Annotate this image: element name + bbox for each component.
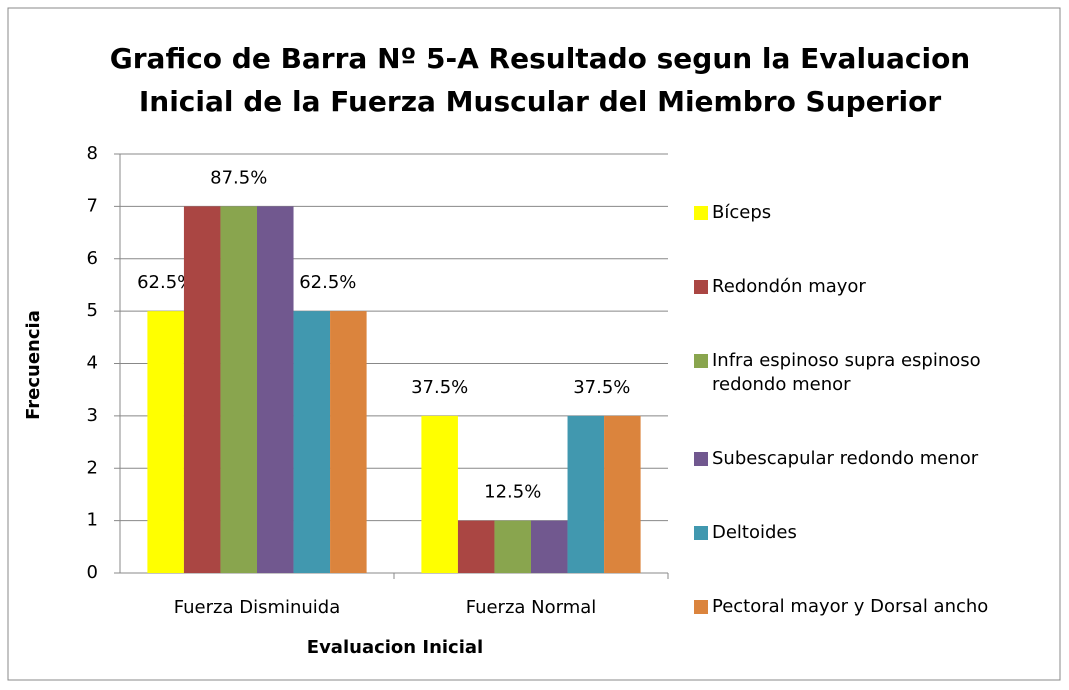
legend-item: Redondón mayor (694, 275, 1039, 299)
y-tick-label: 6 (87, 248, 98, 269)
title-line: Inicial de la Fuerza Muscular del Miembr… (139, 85, 941, 118)
y-tick-label: 8 (87, 143, 98, 164)
bar (220, 206, 257, 573)
y-tick-label: 2 (87, 457, 98, 478)
x-tick-label: Fuerza Disminuida (174, 597, 341, 618)
chart-title: Grafico de Barra Nº 5-A Resultado segun … (110, 42, 970, 118)
legend-item: Deltoides (694, 521, 1039, 545)
x-tick-label: Fuerza Normal (466, 597, 597, 618)
legend-swatch (694, 279, 708, 294)
data-label: 87.5% (210, 167, 267, 188)
legend-item: Pectoral mayor y Dorsal ancho (694, 595, 1039, 619)
legend-swatch (694, 353, 708, 368)
legend-item: Infra espinoso supra espinoso redondo me… (694, 349, 1039, 398)
y-tick-label: 5 (87, 300, 98, 321)
y-tick-label: 1 (87, 510, 98, 531)
y-axis-title: Frecuencia (23, 310, 44, 420)
y-tick-label: 7 (87, 195, 98, 216)
bar (494, 520, 531, 573)
bar (421, 415, 458, 573)
legend-label: Deltoides (712, 521, 797, 543)
bar (457, 520, 495, 573)
data-label: 62.5% (299, 272, 356, 293)
legend-item: Bíceps (694, 201, 1039, 225)
bar (147, 311, 184, 573)
y-tick-label: 4 (87, 353, 98, 374)
legend-label: Redondón mayor (712, 275, 866, 297)
legend-label: Pectoral mayor y Dorsal ancho (712, 595, 989, 617)
y-tick-label: 0 (87, 562, 98, 583)
legend-label: Bíceps (712, 201, 772, 223)
legend-swatch (694, 205, 708, 220)
legend-swatch (694, 525, 708, 540)
legend-label: Subescapular redondo menor (712, 447, 979, 469)
y-tick-label: 3 (87, 405, 98, 426)
data-label: 62.5% (137, 272, 194, 293)
legend: Bíceps Redondón mayor Infra espinoso supra… (694, 176, 1039, 644)
legend-swatch (694, 451, 708, 466)
bar (531, 520, 568, 573)
title-line: Grafico de Barra Nº 5-A Resultado segun … (110, 42, 970, 75)
legend-item: Subescapular redondo menor (694, 447, 1039, 471)
data-label: 37.5% (573, 377, 630, 398)
data-label: 37.5% (411, 377, 468, 398)
bar (257, 206, 294, 573)
bar (330, 311, 367, 573)
bar (567, 415, 605, 573)
legend-label: Infra espinoso supra espinoso redondo me… (712, 349, 981, 395)
data-label: 12.5% (484, 482, 541, 503)
x-axis-title: Evaluacion Inicial (307, 637, 483, 658)
legend-swatch (694, 599, 708, 614)
bar (604, 415, 641, 573)
bar (293, 311, 331, 573)
bar (183, 206, 221, 573)
